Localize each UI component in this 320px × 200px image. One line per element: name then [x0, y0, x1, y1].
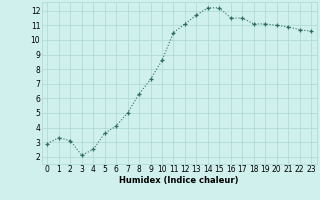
X-axis label: Humidex (Indice chaleur): Humidex (Indice chaleur) — [119, 176, 239, 185]
